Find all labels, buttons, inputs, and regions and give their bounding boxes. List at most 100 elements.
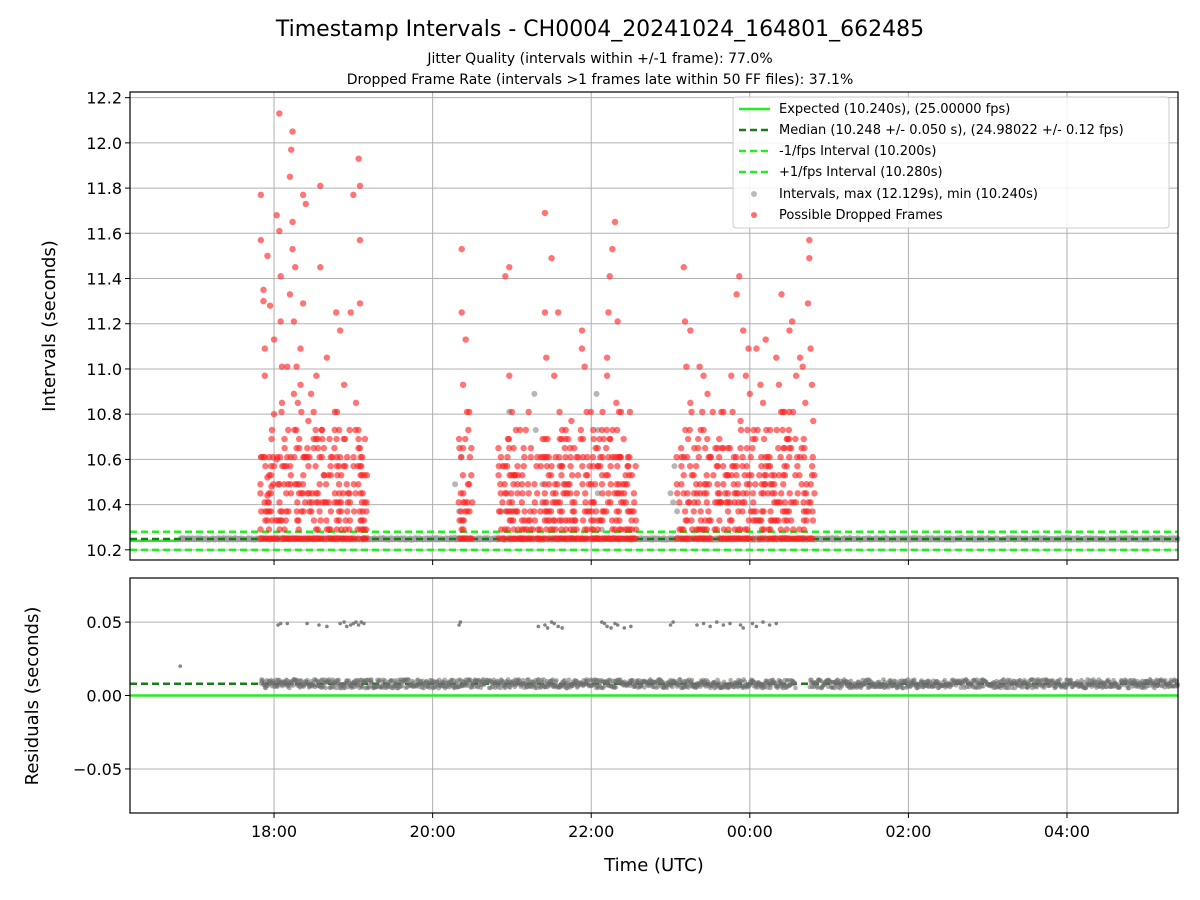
dropped-frame-point — [518, 481, 526, 488]
dropped-frame-point — [499, 499, 506, 506]
dropped-frame-point — [696, 363, 703, 370]
residual-outlier-point — [325, 624, 329, 629]
residual-outlier-point — [285, 621, 290, 626]
dropped-frame-point — [715, 453, 723, 461]
dropped-frame-point — [341, 435, 349, 443]
dropped-frame-point — [506, 372, 513, 379]
top-y-tick-label: 10.6 — [86, 450, 122, 469]
dropped-frame-point — [503, 462, 511, 470]
dropped-frame-point — [809, 535, 816, 542]
residual-outlier-point — [695, 623, 699, 627]
dropped-frame-point — [541, 209, 549, 217]
dropped-frame-point — [316, 481, 323, 488]
dropped-frame-point — [264, 492, 271, 499]
dropped-frame-point — [287, 472, 295, 479]
dropped-frame-point — [545, 481, 553, 488]
dropped-frame-point — [283, 490, 290, 497]
chart-title: Timestamp Intervals - CH0004_20241024_16… — [275, 17, 924, 42]
dropped-frame-point — [509, 517, 517, 524]
dropped-frame-point — [261, 372, 268, 379]
dropped-frame-point — [584, 453, 591, 461]
dropped-frame-point — [291, 264, 299, 271]
dropped-frame-point — [267, 508, 275, 515]
dropped-frame-point — [337, 499, 345, 506]
x-axis-label: Time (UTC) — [603, 855, 704, 876]
residual-point — [981, 683, 986, 689]
dropped-frame-point — [796, 472, 803, 479]
residual-outlier-point — [276, 623, 280, 627]
residual-point — [287, 685, 292, 691]
dropped-frame-point — [801, 444, 808, 452]
dropped-frame-point — [726, 499, 734, 506]
dropped-frame-point — [599, 517, 606, 524]
dropped-frame-point — [270, 336, 278, 343]
dropped-frame-point — [318, 453, 326, 461]
dropped-frame-point — [789, 408, 797, 416]
residual-outlier-point — [545, 626, 550, 630]
dropped-frame-point — [587, 408, 595, 416]
dropped-frame-point — [590, 426, 597, 434]
dropped-frame-point — [335, 517, 343, 524]
legend-expected-label: Expected (10.240s), (25.00000 fps) — [779, 102, 1010, 117]
dropped-frame-point — [514, 490, 521, 497]
residual-outlier-point — [359, 620, 364, 624]
residual-point — [323, 685, 328, 691]
dropped-frame-point — [632, 517, 640, 524]
residual-outlier-point — [767, 623, 772, 627]
top-y-tick-label: 11.8 — [86, 179, 122, 198]
dropped-frame-point — [760, 526, 768, 533]
residual-outlier-point — [728, 621, 732, 626]
dropped-frame-point — [281, 435, 288, 443]
dropped-frame-point — [710, 472, 717, 479]
dropped-frame-point — [747, 453, 754, 461]
dropped-frame-point — [514, 508, 521, 515]
top-y-ticks: 10.210.410.610.811.011.211.411.611.812.0… — [86, 89, 130, 560]
dropped-frame-point — [554, 481, 561, 488]
dropped-frame-point — [613, 426, 621, 434]
dropped-frame-point — [547, 472, 555, 479]
residual-point — [912, 677, 917, 683]
top-y-tick-label: 10.8 — [86, 405, 122, 424]
interval-point — [531, 390, 538, 397]
residual-outlier-point — [305, 621, 309, 626]
dropped-frame-point — [335, 426, 343, 434]
dropped-frame-point — [807, 481, 814, 488]
dropped-frame-point — [788, 318, 796, 325]
dropped-frame-point — [299, 490, 307, 497]
dropped-frame-point — [314, 526, 321, 533]
dropped-frame-point — [582, 490, 589, 497]
dropped-frame-point — [775, 381, 783, 388]
bottom-y-ticks: −0.050.000.05 — [73, 613, 130, 779]
dropped-frame-point — [287, 481, 294, 488]
dropped-frame-point — [683, 453, 691, 461]
dropped-frame-point — [312, 426, 319, 434]
dropped-frame-point — [578, 327, 586, 334]
dropped-frame-point — [260, 297, 267, 305]
dropped-frame-point — [703, 472, 710, 479]
dropped-frame-point — [358, 462, 365, 470]
dropped-frame-point — [739, 453, 746, 461]
dropped-frame-point — [531, 481, 538, 488]
residual-point — [400, 683, 405, 689]
residual-point — [670, 684, 675, 690]
dropped-frame-point — [547, 508, 555, 515]
legend: Expected (10.240s), (25.00000 fps) Media… — [732, 96, 1170, 229]
dropped-frame-point — [558, 508, 566, 515]
dropped-frame-point — [599, 408, 606, 416]
dropped-frame-point — [578, 345, 586, 352]
dropped-frame-point — [808, 462, 816, 470]
dropped-frame-point — [336, 327, 344, 334]
residual-outlier-point — [750, 621, 755, 626]
dropped-frame-point — [693, 490, 701, 497]
dropped-frame-point — [346, 426, 353, 434]
dropped-frame-point — [276, 227, 283, 235]
dropped-frame-point — [308, 508, 315, 515]
dropped-frame-point — [783, 462, 790, 470]
dropped-frame-point — [575, 453, 582, 461]
dropped-frame-point — [316, 508, 323, 515]
dropped-frame-point — [757, 381, 764, 388]
dropped-frame-point — [699, 408, 706, 416]
dropped-frame-point — [276, 481, 283, 488]
dropped-frame-point — [464, 499, 471, 506]
dropped-frame-point — [363, 472, 371, 479]
